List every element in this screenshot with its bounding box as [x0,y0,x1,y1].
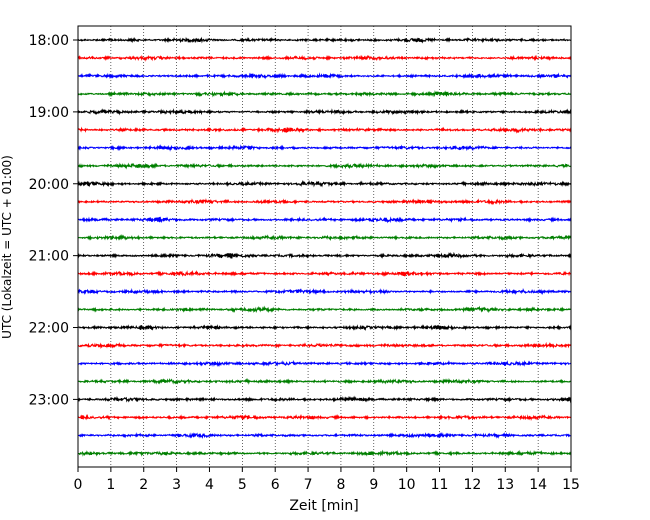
x-axis-label: Zeit [min] [289,498,358,514]
x-tick-label: 3 [172,477,181,493]
y-axis-ticks: 18:00 19:00 20:00 21:00 22:00 23:00 [29,33,78,408]
trace-line [77,413,572,421]
seismic-traces [77,36,572,457]
trace-line [77,324,572,332]
trace-line [77,287,572,296]
trace-line [77,126,572,134]
trace-line [77,251,572,260]
x-tick-label: 15 [562,477,580,493]
x-tick-label: 0 [74,477,83,493]
trace-line [77,72,572,80]
y-tick-label: 20:00 [29,177,69,193]
trace-line [77,305,572,314]
trace-line [77,162,572,170]
x-tick-label: 7 [304,477,313,493]
trace-line [77,90,572,98]
x-tick-label: 9 [369,477,378,493]
trace-line [77,269,572,277]
y-axis-label: UTC (Lokalzeit = UTC + 01:00) [0,155,14,339]
trace-line [77,377,572,385]
trace-line [77,144,572,152]
y-tick-label: 21:00 [29,249,69,265]
trace-line [77,54,572,62]
trace-line [77,395,572,404]
trace-line [77,36,572,44]
y-tick-label: 22:00 [29,321,69,337]
x-tick-label: 10 [398,477,416,493]
x-tick-label: 12 [463,477,481,493]
plot-frame [77,25,572,468]
y-tick-label: 19:00 [29,105,69,121]
x-tick-label: 6 [271,477,280,493]
y-tick-label: 23:00 [29,392,69,408]
x-tick-label: 2 [139,477,148,493]
x-tick-label: 13 [496,477,514,493]
trace-line [77,179,572,188]
trace-line [77,216,572,224]
trace-line [77,359,572,368]
x-tick-label: 5 [238,477,247,493]
x-tick-label: 14 [529,477,547,493]
x-tick-label: 8 [336,477,345,493]
y-tick-label: 18:00 [29,33,69,49]
trace-line [77,108,572,116]
x-tick-label: 4 [205,477,214,493]
x-tick-label: 11 [431,477,449,493]
x-axis-ticks: 0 1 2 3 4 5 6 7 8 9 10 11 12 13 14 15 [74,467,580,493]
trace-line [77,198,572,206]
trace-line [77,233,572,242]
trace-line [77,341,572,350]
trace-line [77,449,572,457]
x-tick-label: 1 [106,477,115,493]
trace-line [77,431,572,439]
